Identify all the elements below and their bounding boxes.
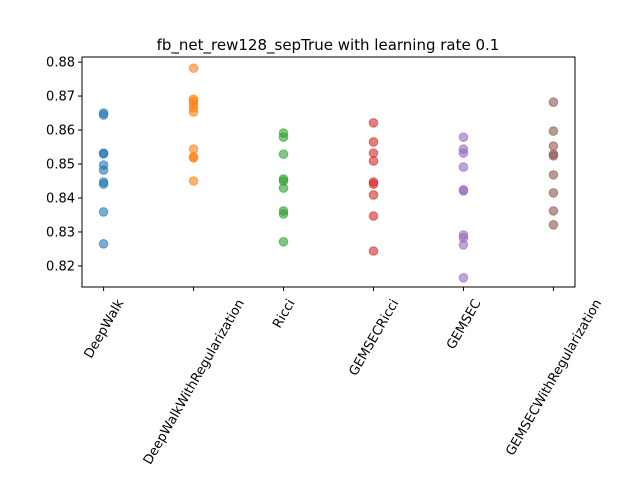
x-tick-label: GEMSECRicci	[346, 297, 402, 379]
point	[368, 190, 379, 200]
point	[458, 273, 469, 283]
point	[188, 63, 199, 74]
point	[278, 209, 289, 219]
point	[188, 153, 199, 163]
point	[98, 239, 109, 249]
point	[458, 148, 469, 158]
y-tick-label: 0.82	[46, 259, 75, 274]
x-tick-label: GEMSECWithRegularization	[503, 297, 605, 458]
point	[188, 176, 199, 186]
point	[98, 149, 109, 159]
point	[548, 220, 559, 230]
y-tick-label: 0.88	[46, 56, 75, 71]
point	[368, 148, 379, 158]
x-tick-label: DeepWalk	[82, 297, 128, 362]
point	[548, 170, 559, 180]
point	[548, 97, 559, 107]
x-tick-label: DeepWalkWithRegularization	[141, 297, 248, 467]
point	[278, 237, 289, 247]
y-tick-label: 0.87	[46, 90, 75, 105]
point	[98, 179, 109, 189]
point	[98, 207, 109, 217]
axes-frame	[81, 56, 576, 288]
y-tick-label: 0.84	[46, 191, 75, 206]
point	[548, 206, 559, 216]
point	[278, 149, 289, 159]
x-tick-label: GEMSEC	[444, 297, 485, 352]
point	[98, 165, 109, 175]
point	[458, 132, 469, 142]
y-tick-label: 0.86	[46, 124, 75, 139]
point	[368, 156, 379, 166]
point	[458, 162, 469, 172]
point	[278, 132, 289, 142]
point	[188, 107, 199, 117]
point	[98, 110, 109, 120]
point	[368, 211, 379, 221]
point	[548, 151, 559, 161]
y-tick-label: 0.85	[46, 158, 75, 173]
point	[368, 179, 379, 189]
chart-title: fb_net_rew128_sepTrue with learning rate…	[157, 36, 500, 55]
x-tick-label: Ricci	[270, 297, 298, 331]
point	[458, 240, 469, 250]
point	[548, 126, 559, 136]
point	[548, 141, 559, 151]
point	[548, 188, 559, 198]
y-tick-label: 0.83	[46, 225, 75, 240]
point	[368, 118, 379, 128]
point	[368, 246, 379, 256]
point	[458, 186, 469, 196]
point	[188, 144, 199, 154]
point	[278, 183, 289, 193]
point	[368, 137, 379, 147]
